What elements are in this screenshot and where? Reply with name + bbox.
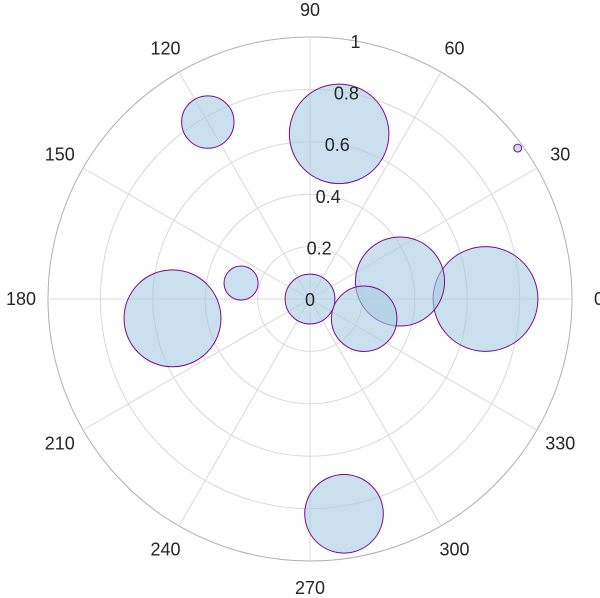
data-bubble <box>330 285 398 352</box>
data-bubble <box>513 143 523 153</box>
data-bubble <box>181 95 235 149</box>
data-bubble <box>223 265 259 301</box>
data-bubble <box>284 273 336 325</box>
theta-tick-label: 300 <box>439 539 469 559</box>
theta-tick-label: 210 <box>45 434 75 454</box>
theta-tick-label: 30 <box>550 145 570 165</box>
bubbles <box>123 83 539 554</box>
angular-spoke <box>309 71 442 300</box>
theta-tick-label: 270 <box>295 578 325 598</box>
theta-tick-label: 240 <box>150 539 180 559</box>
r-tick-label: 0.4 <box>316 187 341 207</box>
tick-labels: 0 30 60 90 120 150 180 210 240 270 300 330 0 0.2 0.4 0.… <box>6 0 600 598</box>
data-bubble <box>304 473 384 554</box>
angular-spoke <box>82 298 311 431</box>
r-tick-label: 0.6 <box>325 135 350 155</box>
data-bubble <box>288 83 390 185</box>
angular-spoke <box>309 298 442 527</box>
angular-spoke <box>309 167 538 300</box>
r-tick-label: 0.2 <box>307 238 332 258</box>
theta-tick-label: 180 <box>6 289 36 309</box>
theta-tick-label: 150 <box>45 145 75 165</box>
theta-tick-label: 60 <box>444 39 464 59</box>
r-tick-label: 1 <box>350 32 360 52</box>
data-bubble <box>123 269 222 368</box>
angular-spoke <box>82 167 311 300</box>
data-bubble <box>432 246 539 352</box>
r-tick-label: 0 <box>305 290 315 310</box>
theta-tick-label: 90 <box>300 0 320 20</box>
angular-spoke <box>178 298 311 527</box>
r-tick-label: 0.8 <box>334 84 359 104</box>
theta-tick-label: 120 <box>150 39 180 59</box>
theta-tick-label: 0 <box>594 289 600 309</box>
theta-tick-label: 330 <box>545 434 575 454</box>
